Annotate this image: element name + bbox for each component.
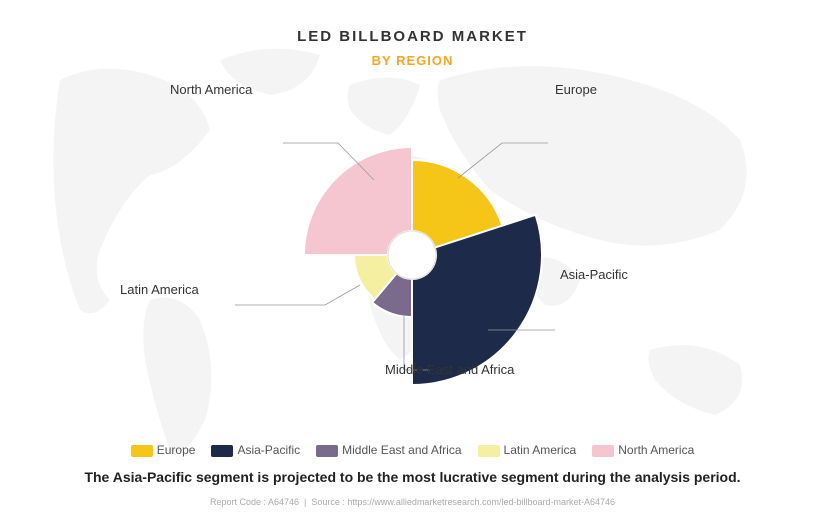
legend-item: Europe	[131, 443, 196, 457]
region-label: Latin America	[120, 282, 200, 297]
legend-label: Latin America	[504, 443, 577, 457]
chart-title: LED BILLBOARD MARKET	[0, 0, 825, 45]
legend-label: North America	[618, 443, 694, 457]
legend: Europe Asia-Pacific Middle East and Africa…	[0, 443, 825, 457]
region-label: Europe	[555, 82, 597, 97]
legend-label: Asia-Pacific	[237, 443, 300, 457]
footer-source: Source : https://www.alliedmarketresearc…	[311, 497, 615, 507]
legend-swatch	[316, 445, 338, 457]
legend-item: Asia-Pacific	[211, 443, 300, 457]
legend-swatch	[211, 445, 233, 457]
legend-label: Europe	[157, 443, 196, 457]
region-label: Middle East and Africa	[385, 362, 515, 377]
footer: Report Code : A64746 | Source : https://…	[0, 497, 825, 507]
region-label: North America	[170, 82, 253, 97]
legend-item: Middle East and Africa	[316, 443, 461, 457]
legend-item: North America	[592, 443, 694, 457]
legend-swatch	[131, 445, 153, 457]
footer-report-code: Report Code : A64746	[210, 497, 299, 507]
polar-chart: North America Europe Asia-Pacific Middle Ea…	[0, 50, 825, 470]
legend-item: Latin America	[478, 443, 577, 457]
legend-label: Middle East and Africa	[342, 443, 461, 457]
region-label: Asia-Pacific	[560, 267, 628, 282]
legend-swatch	[478, 445, 500, 457]
legend-swatch	[592, 445, 614, 457]
caption: The Asia-Pacific segment is projected to…	[0, 469, 825, 485]
